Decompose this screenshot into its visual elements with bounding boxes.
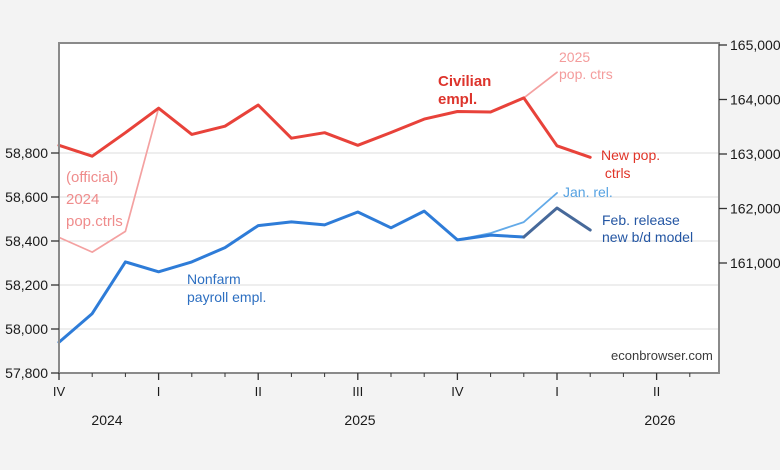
x-year-label: 2024 xyxy=(91,412,122,428)
series-line-nfp-feb-release xyxy=(57,209,526,344)
plot-area xyxy=(59,43,719,373)
y-left-tick-label: 58,800 xyxy=(5,145,48,161)
y-left-tick-label: 57,800 xyxy=(5,365,48,381)
series-line-civilian-new-pop-ctrls xyxy=(57,96,592,159)
x-quarter-label: I xyxy=(157,384,161,399)
y-left-tick-label: 58,400 xyxy=(5,233,48,249)
x-quarter-label: III xyxy=(352,384,363,399)
x-quarter-label: II xyxy=(255,384,262,399)
y-right-tick-label: 163,000 xyxy=(730,146,780,162)
x-quarter-label: IV xyxy=(53,384,66,399)
y-right-tick-label: 165,000 xyxy=(730,37,780,53)
x-year-label: 2025 xyxy=(344,412,375,428)
y-left-tick-label: 58,000 xyxy=(5,321,48,337)
x-year-label: 2026 xyxy=(644,412,675,428)
y-right-tick-label: 161,000 xyxy=(730,255,780,271)
x-quarter-label: IV xyxy=(451,384,464,399)
x-quarter-label: I xyxy=(555,384,559,399)
y-left-tick-label: 58,200 xyxy=(5,277,48,293)
y-right-tick-label: 164,000 xyxy=(730,92,780,108)
x-quarter-label: II xyxy=(653,384,660,399)
y-right-tick-label: 162,000 xyxy=(730,201,780,217)
series-line-nfp-feb-release xyxy=(522,206,592,239)
y-left-tick-label: 58,600 xyxy=(5,189,48,205)
